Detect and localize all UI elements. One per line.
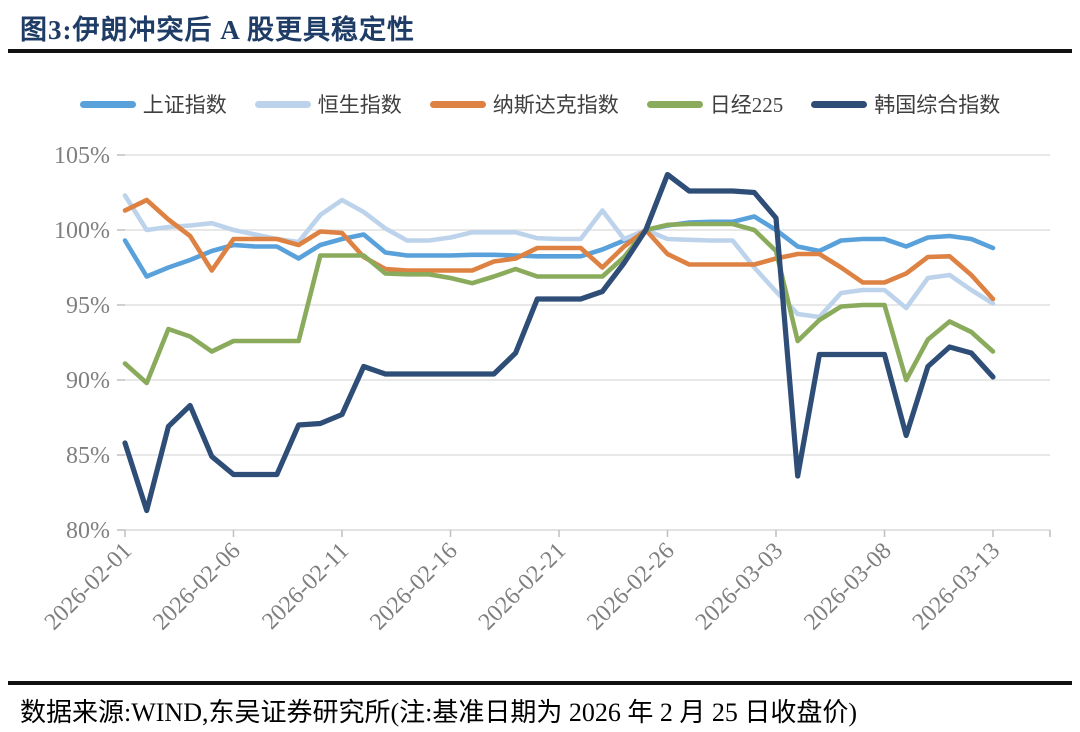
x-axis-label: 2026-02-26 <box>582 538 680 636</box>
legend-label: 纳斯达克指数 <box>492 93 619 117</box>
chart-legend: 上证指数 恒生指数 纳斯达克指数 日经225 韩国综合指数 <box>0 88 1080 120</box>
source-note: 数据来源:WIND,东吴证券研究所(注:基准日期为 2026 年 2 月 25 … <box>20 698 858 727</box>
legend-swatch <box>811 100 868 108</box>
series-line-日经225 <box>122 221 996 386</box>
series-line-韩国综合指数 <box>122 171 996 514</box>
x-axis-label: 2026-03-03 <box>691 538 789 636</box>
source-divider <box>8 681 1072 685</box>
x-axis-label: 2026-02-01 <box>40 538 138 636</box>
legend-item: 上证指数 <box>79 89 227 119</box>
y-axis-label: 85% <box>66 443 110 469</box>
legend-label: 日经225 <box>709 93 784 117</box>
x-axis-label: 2026-02-06 <box>148 538 246 636</box>
series-line-上证指数 <box>122 214 996 279</box>
title-divider <box>8 49 1072 53</box>
x-axis-label: 2026-03-13 <box>908 538 1006 636</box>
legend-label: 韩国综合指数 <box>874 93 1001 117</box>
y-axis-label: 95% <box>66 293 110 319</box>
legend-label: 上证指数 <box>142 93 227 117</box>
legend-swatch <box>429 100 486 108</box>
x-axis-label: 2026-02-21 <box>474 538 572 636</box>
x-axis-label: 2026-02-11 <box>257 538 354 635</box>
legend-item: 日经225 <box>646 89 784 119</box>
x-axis-label: 2026-02-16 <box>365 538 463 636</box>
legend-item: 纳斯达克指数 <box>429 89 619 119</box>
legend-label: 恒生指数 <box>317 93 402 117</box>
y-axis-label: 80% <box>66 518 110 544</box>
legend-item: 恒生指数 <box>254 89 402 119</box>
y-axis-label: 90% <box>66 368 110 394</box>
legend-swatch <box>646 100 703 108</box>
x-axis-label: 2026-03-08 <box>799 538 897 636</box>
series-line-纳斯达克指数 <box>122 197 996 302</box>
y-axis-label: 105% <box>54 143 110 169</box>
legend-item: 韩国综合指数 <box>811 89 1000 119</box>
legend-swatch <box>254 100 311 108</box>
y-axis-label: 100% <box>54 218 110 244</box>
legend-swatch <box>79 100 136 108</box>
figure-title: 图3:伊朗冲突后 A 股更具稳定性 <box>20 15 415 45</box>
